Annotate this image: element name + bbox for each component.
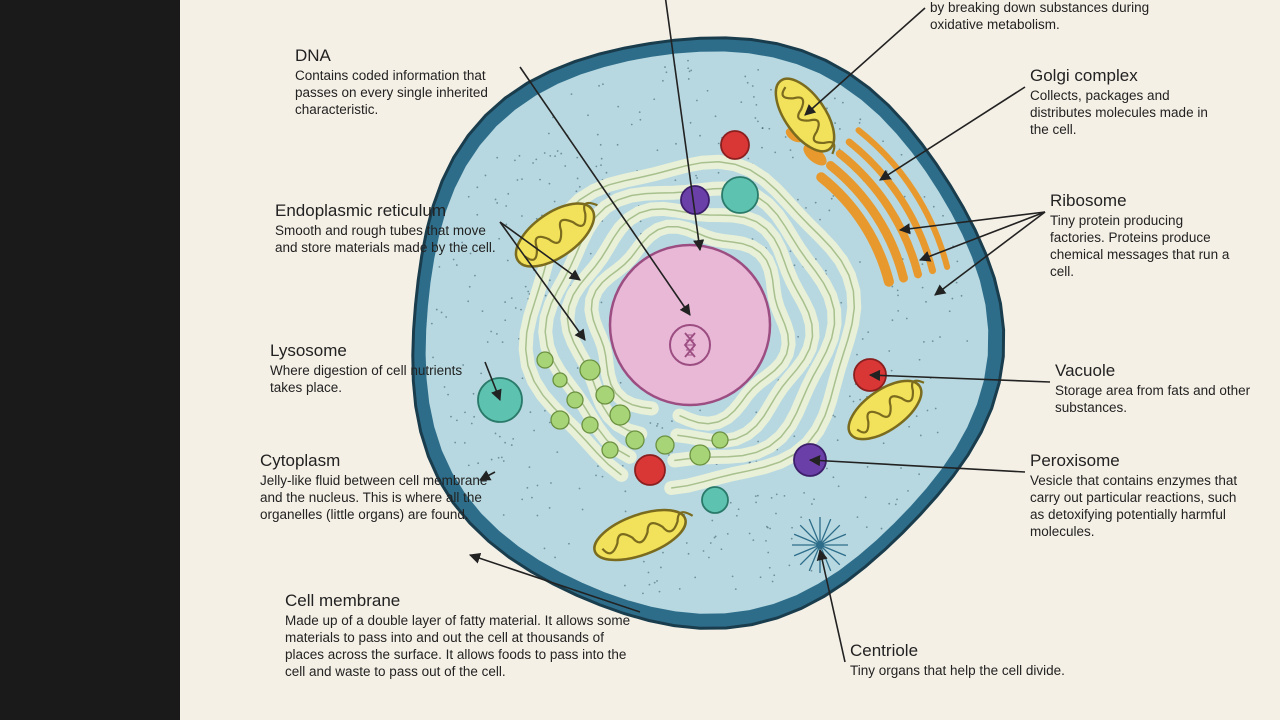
- label-desc-vacuole: Storage area from fats and other substan…: [1055, 383, 1255, 417]
- label-desc-dna: Contains coded information that passes o…: [295, 68, 525, 119]
- label-desc-er: Smooth and rough tubes that move and sto…: [275, 223, 505, 257]
- label-title-er: Endoplasmic reticulum: [275, 200, 505, 221]
- label-title-dna: DNA: [295, 45, 525, 66]
- label-desc-lysosome: Where digestion of cell nutrients takes …: [270, 363, 490, 397]
- label-title-peroxisome: Peroxisome: [1030, 450, 1240, 471]
- label-desc-ribosome: Tiny protein producing factories. Protei…: [1050, 213, 1240, 281]
- label-ribosome: RibosomeTiny protein producing factories…: [1050, 190, 1240, 281]
- label-cytoplasm: CytoplasmJelly-like fluid between cell m…: [260, 450, 500, 524]
- label-desc-cytoplasm: Jelly-like fluid between cell membrane a…: [260, 473, 500, 524]
- label-title-cytoplasm: Cytoplasm: [260, 450, 500, 471]
- label-dna: DNAContains coded information that passe…: [295, 45, 525, 119]
- label-desc-membrane: Made up of a double layer of fatty mater…: [285, 613, 645, 681]
- label-lysosome: LysosomeWhere digestion of cell nutrient…: [270, 340, 490, 397]
- label-er: Endoplasmic reticulumSmooth and rough tu…: [275, 200, 505, 257]
- label-desc-golgi: Collects, packages and distributes molec…: [1030, 88, 1230, 139]
- label-title-centriole: Centriole: [850, 640, 1110, 661]
- label-title-golgi: Golgi complex: [1030, 65, 1230, 86]
- label-breaking: by breaking down substances during oxida…: [930, 0, 1150, 34]
- label-golgi: Golgi complexCollects, packages and dist…: [1030, 65, 1230, 139]
- label-vacuole: VacuoleStorage area from fats and other …: [1055, 360, 1255, 417]
- label-title-ribosome: Ribosome: [1050, 190, 1240, 211]
- label-membrane: Cell membraneMade up of a double layer o…: [285, 590, 645, 681]
- diagram-page: DNAContains coded information that passe…: [180, 0, 1280, 720]
- label-desc-breaking: by breaking down substances during oxida…: [930, 0, 1150, 34]
- label-desc-centriole: Tiny organs that help the cell divide.: [850, 663, 1110, 680]
- label-title-lysosome: Lysosome: [270, 340, 490, 361]
- label-peroxisome: PeroxisomeVesicle that contains enzymes …: [1030, 450, 1240, 541]
- label-title-vacuole: Vacuole: [1055, 360, 1255, 381]
- label-centriole: Centriole Tiny organs that help the cell …: [850, 640, 1110, 680]
- label-desc-peroxisome: Vesicle that contains enzymes that carry…: [1030, 473, 1240, 541]
- label-title-membrane: Cell membrane: [285, 590, 645, 611]
